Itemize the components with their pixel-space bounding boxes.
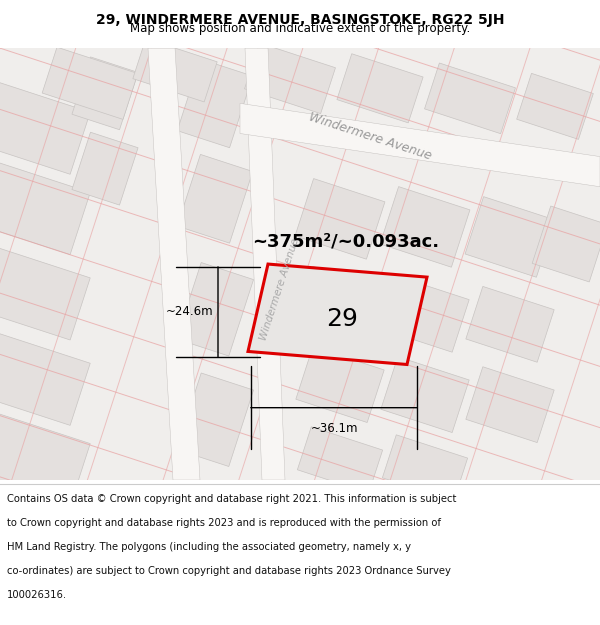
Text: HM Land Registry. The polygons (including the associated geometry, namely x, y: HM Land Registry. The polygons (includin… (7, 542, 411, 552)
Polygon shape (381, 357, 469, 432)
Polygon shape (425, 63, 515, 134)
Polygon shape (517, 73, 593, 139)
Polygon shape (0, 334, 90, 426)
Polygon shape (466, 367, 554, 442)
Polygon shape (381, 276, 469, 352)
Polygon shape (296, 347, 384, 423)
Polygon shape (177, 154, 253, 243)
Polygon shape (295, 179, 385, 259)
Polygon shape (245, 48, 285, 480)
Polygon shape (532, 206, 600, 282)
Polygon shape (245, 43, 335, 114)
Polygon shape (177, 59, 253, 148)
Polygon shape (176, 373, 254, 466)
Polygon shape (380, 187, 470, 268)
Polygon shape (0, 163, 90, 254)
Polygon shape (42, 47, 138, 119)
Polygon shape (382, 435, 467, 501)
Text: 100026316.: 100026316. (7, 590, 67, 600)
Text: ~24.6m: ~24.6m (166, 305, 213, 318)
Polygon shape (0, 248, 90, 340)
Polygon shape (298, 427, 383, 493)
Polygon shape (466, 286, 554, 362)
Polygon shape (337, 54, 423, 123)
Text: to Crown copyright and database rights 2023 and is reproduced with the permissio: to Crown copyright and database rights 2… (7, 518, 441, 528)
Polygon shape (240, 103, 600, 187)
Polygon shape (72, 57, 138, 130)
Text: Contains OS data © Crown copyright and database right 2021. This information is : Contains OS data © Crown copyright and d… (7, 494, 457, 504)
Text: Windermere Avenue: Windermere Avenue (307, 111, 433, 162)
Text: ~375m²/~0.093ac.: ~375m²/~0.093ac. (252, 233, 439, 251)
Polygon shape (133, 39, 217, 102)
Polygon shape (0, 414, 90, 506)
Polygon shape (176, 262, 254, 356)
Text: 29: 29 (326, 308, 358, 331)
Polygon shape (296, 266, 384, 342)
Text: Windermere Avenue: Windermere Avenue (258, 237, 301, 341)
Text: Map shows position and indicative extent of the property.: Map shows position and indicative extent… (130, 22, 470, 34)
Text: co-ordinates) are subject to Crown copyright and database rights 2023 Ordnance S: co-ordinates) are subject to Crown copyr… (7, 566, 451, 576)
Polygon shape (248, 264, 427, 364)
Polygon shape (72, 132, 138, 205)
Polygon shape (148, 48, 200, 480)
Polygon shape (465, 197, 555, 278)
Polygon shape (0, 82, 90, 174)
Text: ~36.1m: ~36.1m (310, 422, 358, 435)
Text: 29, WINDERMERE AVENUE, BASINGSTOKE, RG22 5JH: 29, WINDERMERE AVENUE, BASINGSTOKE, RG22… (96, 14, 504, 28)
